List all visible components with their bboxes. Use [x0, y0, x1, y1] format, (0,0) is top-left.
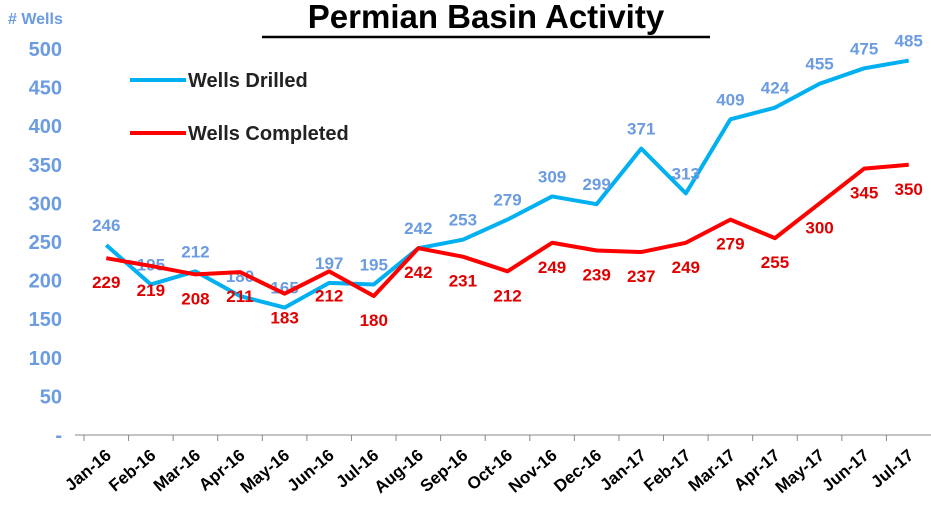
x-tick-label: Jan-17 [596, 446, 649, 495]
data-label: 345 [850, 184, 878, 203]
x-tick-label: May-17 [772, 446, 828, 498]
y-tick-label: - [55, 425, 62, 447]
data-label: 299 [582, 175, 610, 194]
x-tick-label: Mar-17 [685, 446, 739, 496]
data-label: 237 [627, 267, 655, 286]
data-label: 242 [404, 219, 432, 238]
data-label: 231 [449, 272, 477, 291]
data-label: 350 [895, 180, 923, 199]
data-label: 195 [360, 255, 388, 274]
x-tick-label: May-16 [237, 446, 293, 498]
x-tick-label: Jun-17 [819, 446, 873, 496]
data-label: 239 [582, 265, 610, 284]
x-tick-label: Sep-16 [417, 446, 472, 496]
y-tick-label: 200 [29, 271, 62, 293]
data-label: 371 [627, 120, 655, 139]
x-tick-label: Jul-17 [867, 446, 917, 492]
data-label: 309 [538, 167, 566, 186]
x-tick-label: Aug-16 [371, 446, 427, 498]
data-label: 212 [181, 242, 209, 261]
data-label: 279 [716, 235, 744, 254]
data-label: 180 [360, 311, 388, 330]
y-tick-label: 500 [29, 39, 62, 61]
y-tick-label: 450 [29, 78, 62, 100]
data-label: 212 [493, 286, 521, 305]
y-axis-label: # Wells [8, 11, 63, 28]
y-tick-label: 400 [29, 116, 62, 138]
data-label: 229 [92, 273, 120, 292]
data-label: 485 [895, 32, 923, 51]
data-label: 279 [493, 191, 521, 210]
data-label: 197 [315, 254, 343, 273]
data-label: 211 [226, 287, 253, 306]
data-label: 300 [805, 218, 833, 237]
data-label: 249 [672, 258, 700, 277]
chart-title: Permian Basin Activity [308, 0, 665, 35]
data-label: 475 [850, 39, 878, 58]
y-tick-label: 50 [40, 386, 62, 408]
data-label: 246 [92, 216, 120, 235]
data-label: 183 [270, 309, 298, 328]
data-label: 255 [761, 253, 789, 272]
data-label: 424 [761, 79, 790, 98]
data-label: 253 [449, 211, 477, 230]
y-tick-label: 100 [29, 348, 62, 370]
x-tick-label: Jun-16 [284, 446, 338, 496]
data-label: 165 [270, 279, 298, 298]
data-label: 455 [805, 55, 833, 74]
x-tick-label: Jan-16 [61, 446, 114, 495]
data-label: 212 [315, 286, 343, 305]
y-tick-label: 250 [29, 232, 62, 254]
data-label: 219 [137, 281, 165, 300]
x-tick-label: Feb-16 [105, 446, 159, 496]
y-tick-label: 150 [29, 309, 62, 331]
x-tick-label: Dec-16 [550, 446, 605, 496]
x-tick-label: Mar-16 [150, 446, 204, 496]
data-label: 313 [672, 164, 700, 183]
data-label: 208 [181, 289, 209, 308]
data-label: 409 [716, 90, 744, 109]
x-tick-label: Nov-16 [505, 446, 561, 497]
data-label: 249 [538, 258, 566, 277]
legend-label: Wells Completed [188, 123, 349, 145]
y-tick-label: 300 [29, 193, 62, 215]
legend-label: Wells Drilled [188, 70, 308, 92]
series-line [105, 162, 909, 299]
series-line [104, 58, 910, 310]
data-label: 242 [404, 263, 432, 282]
x-tick-label: Feb-17 [640, 446, 694, 496]
y-tick-label: 350 [29, 155, 62, 177]
